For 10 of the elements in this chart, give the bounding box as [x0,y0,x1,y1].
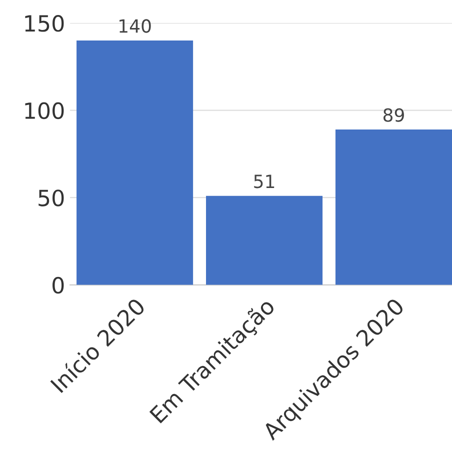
data-label: 89 [383,108,404,122]
y-tick-label: 50 [38,190,64,206]
data-label: 51 [254,174,274,188]
data-label: 140 [120,19,151,33]
y-tick-label: 150 [25,15,64,32]
bar [206,196,323,285]
y-tick-label: 0 [52,276,64,294]
bar [76,40,194,285]
bar [335,130,452,285]
y-tick-label: 100 [25,102,64,120]
